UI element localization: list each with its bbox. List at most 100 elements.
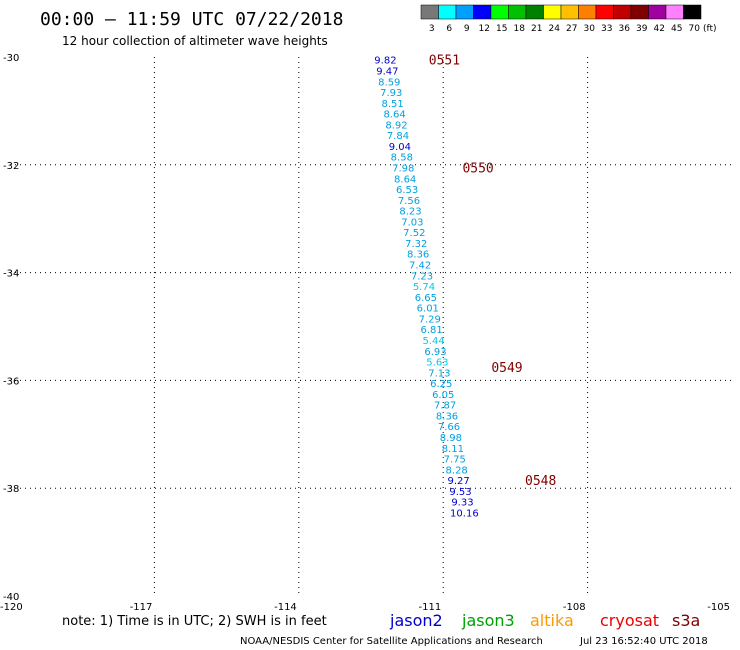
x-tick-label: -111 bbox=[418, 602, 441, 613]
wave-height-label: 8.64 bbox=[383, 110, 405, 121]
wave-height-label: 7.32 bbox=[405, 239, 427, 250]
legend-swatch bbox=[630, 4, 649, 20]
legend-swatch bbox=[648, 4, 667, 20]
legend-swatch bbox=[490, 4, 509, 20]
y-tick-label: -32 bbox=[3, 161, 19, 172]
wave-height-label: 5.44 bbox=[422, 336, 444, 347]
legend-swatch bbox=[508, 4, 527, 20]
grid-lines bbox=[10, 57, 732, 596]
note-text: note: 1) Time is in UTC; 2) SWH is in fe… bbox=[62, 614, 327, 629]
wave-height-label: 6.25 bbox=[430, 379, 452, 390]
wave-height-label: 6.01 bbox=[417, 304, 439, 315]
wave-height-label: 7.03 bbox=[401, 217, 423, 228]
wave-height-label: 8.58 bbox=[391, 153, 413, 164]
legend-label: 15 bbox=[496, 24, 507, 34]
pass-time-label: 0548 bbox=[525, 474, 556, 489]
wave-height-label: 8.23 bbox=[399, 207, 421, 218]
wave-height-label: 8.11 bbox=[442, 444, 464, 455]
wave-height-label: 6.53 bbox=[396, 185, 418, 196]
y-tick-label: -34 bbox=[3, 269, 19, 280]
wave-height-label: 9.47 bbox=[376, 66, 398, 77]
wave-height-label: 7.23 bbox=[411, 271, 433, 282]
wave-height-label: 9.04 bbox=[389, 142, 411, 153]
wave-height-label: 7.66 bbox=[438, 422, 460, 433]
wave-height-label: 7.75 bbox=[444, 455, 466, 466]
legend-label: 70 bbox=[689, 24, 701, 34]
y-tick-label: -40 bbox=[3, 592, 19, 603]
legend-swatch bbox=[420, 4, 439, 20]
chart-subtitle: 12 hour collection of altimeter wave hei… bbox=[62, 34, 328, 48]
footer-timestamp: Jul 23 16:52:40 UTC 2018 bbox=[579, 636, 708, 647]
satellite-s3a: s3a bbox=[672, 611, 700, 630]
y-tick-label: -30 bbox=[3, 53, 19, 64]
wave-height-label: 9.53 bbox=[449, 487, 471, 498]
wave-height-label: 9.33 bbox=[451, 498, 473, 509]
legend-label: 45 bbox=[671, 24, 682, 34]
x-tick-label: -114 bbox=[274, 602, 297, 613]
x-tick-label: -120 bbox=[0, 602, 23, 613]
wave-height-label: 8.59 bbox=[378, 77, 400, 88]
x-tick-label: -117 bbox=[130, 602, 153, 613]
legend-label: 39 bbox=[636, 24, 648, 34]
y-tick-labels: -30 -32 -34 -36 -38 -40 bbox=[3, 53, 19, 603]
satellite-altika: altika bbox=[530, 611, 574, 630]
wave-height-label: 8.98 bbox=[440, 433, 462, 444]
legend-label: 24 bbox=[549, 24, 561, 34]
wave-height-label: 5.74 bbox=[413, 282, 435, 293]
pass-time-labels: 0551 0550 0549 0548 bbox=[429, 54, 557, 489]
legend-swatch bbox=[543, 4, 562, 20]
wave-height-label: 8.51 bbox=[382, 99, 404, 110]
wave-height-label: 8.36 bbox=[407, 250, 429, 261]
wave-height-label: 5.63 bbox=[426, 358, 448, 369]
legend-swatch bbox=[455, 4, 474, 20]
wave-height-label: 8.36 bbox=[436, 411, 458, 422]
footer-credit: NOAA/NESDIS Center for Satellite Applica… bbox=[240, 636, 543, 647]
wave-height-label: 7.98 bbox=[392, 163, 414, 174]
wave-height-points: 9.829.478.597.938.518.648.927.849.048.58… bbox=[374, 56, 478, 520]
wave-height-label: 6.05 bbox=[432, 390, 454, 401]
wave-height-label: 7.13 bbox=[428, 368, 450, 379]
legend-swatch bbox=[595, 4, 614, 20]
wave-height-label: 6.81 bbox=[421, 325, 443, 336]
wave-height-label: 8.64 bbox=[394, 174, 416, 185]
legend-label: 21 bbox=[531, 24, 542, 34]
legend-label: 6 bbox=[446, 24, 452, 34]
legend-label: 12 bbox=[479, 24, 490, 34]
wave-height-label: 7.29 bbox=[419, 314, 441, 325]
wave-height-label: 7.93 bbox=[380, 88, 402, 99]
wave-height-label: 6.93 bbox=[424, 347, 446, 358]
x-tick-label: -105 bbox=[707, 602, 730, 613]
wave-height-label: 7.56 bbox=[398, 196, 420, 207]
color-legend: 3 6 9 12 15 18 21 24 27 30 33 36 39 42 45 70 (ft) bbox=[420, 4, 717, 34]
satellite-legend: jason2 jason3 altika cryosat s3a bbox=[389, 611, 700, 630]
y-tick-label: -38 bbox=[3, 484, 19, 495]
legend-label: 18 bbox=[514, 24, 526, 34]
satellite-jason3: jason3 bbox=[461, 611, 515, 630]
x-tick-labels: -120 -117 -114 -111 -108 -105 bbox=[0, 602, 730, 613]
legend-swatch bbox=[665, 4, 684, 20]
wave-height-label: 7.84 bbox=[387, 131, 409, 142]
legend-swatch bbox=[560, 4, 579, 20]
pass-time-label: 0549 bbox=[491, 361, 522, 376]
wave-height-label: 9.27 bbox=[447, 476, 469, 487]
satellite-cryosat: cryosat bbox=[600, 611, 659, 630]
legend-label: 27 bbox=[566, 24, 577, 34]
legend-label: 33 bbox=[601, 24, 612, 34]
pass-time-label: 0551 bbox=[429, 54, 460, 69]
wave-height-label: 10.16 bbox=[450, 508, 479, 519]
legend-label: 42 bbox=[654, 24, 665, 34]
wave-height-label: 9.82 bbox=[374, 56, 396, 67]
wave-height-label: 7.87 bbox=[434, 401, 456, 412]
legend-swatch bbox=[683, 4, 702, 20]
legend-swatch bbox=[525, 4, 544, 20]
legend-label: 3 bbox=[429, 24, 435, 34]
pass-time-label: 0550 bbox=[462, 161, 493, 176]
wave-height-label: 7.52 bbox=[403, 228, 425, 239]
legend-swatch bbox=[613, 4, 632, 20]
x-tick-label: -108 bbox=[563, 602, 586, 613]
legend-unit: (ft) bbox=[703, 24, 717, 34]
legend-label: 36 bbox=[619, 24, 631, 34]
legend-swatch bbox=[578, 4, 597, 20]
wave-height-label: 8.92 bbox=[385, 120, 407, 131]
